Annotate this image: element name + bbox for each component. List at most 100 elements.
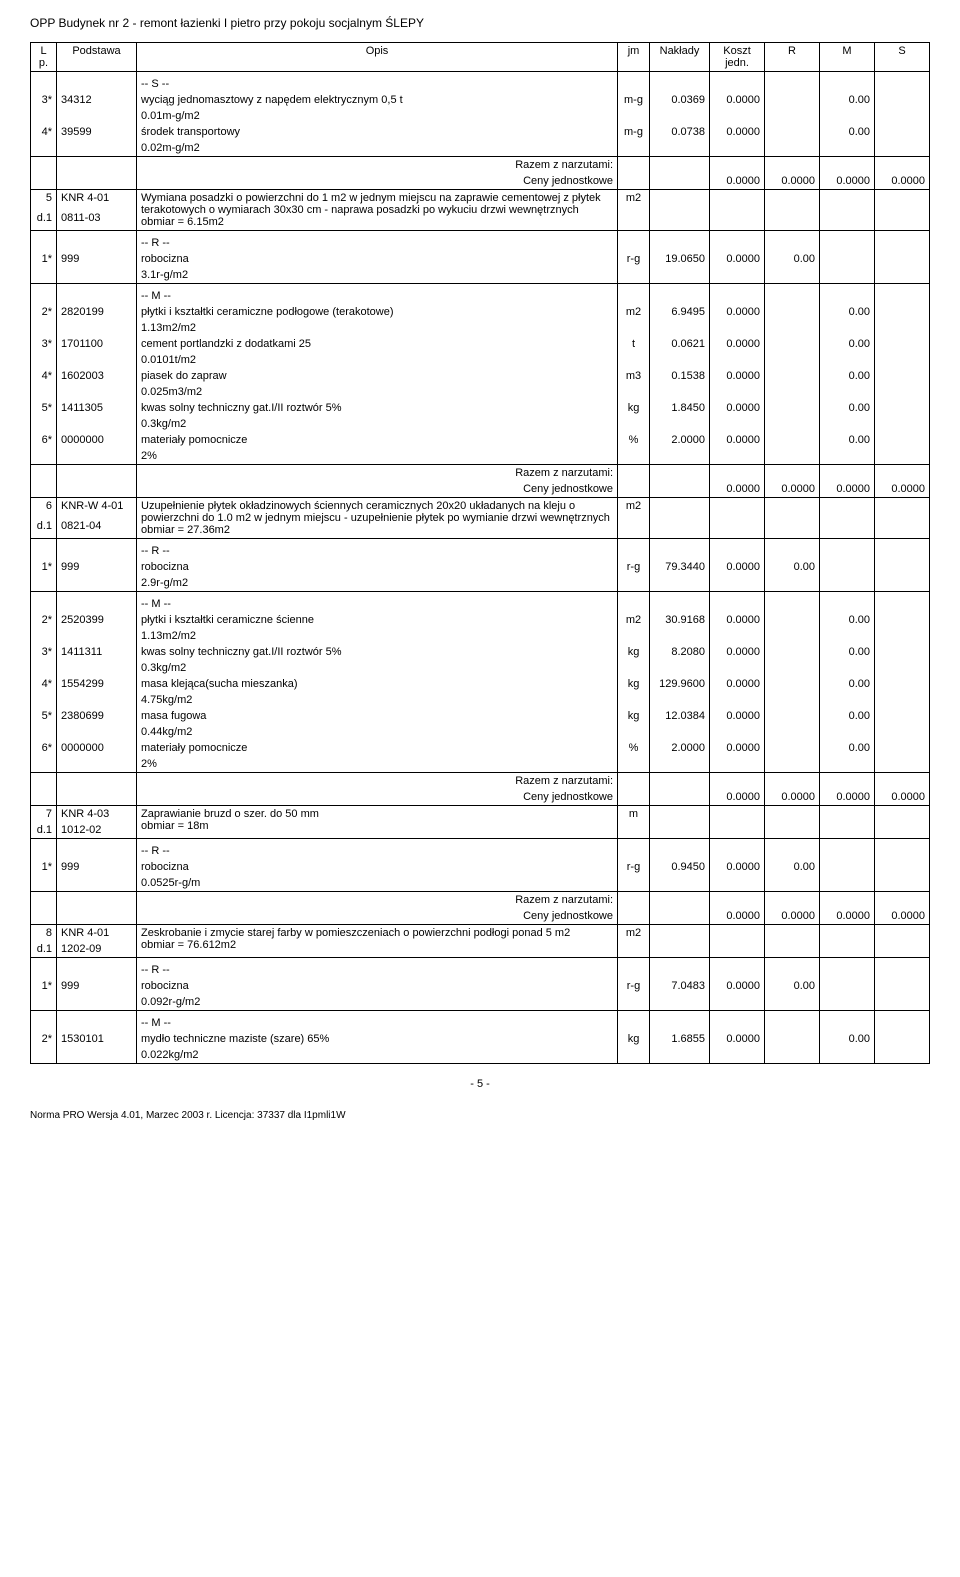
s: 0.0000 [875,789,930,806]
koszt: 0.0000 [710,859,765,875]
jm: % [618,432,650,448]
opis: płytki i kształtki ceramiczne ścienne [137,612,618,628]
knr6-row: 6 KNR-W 4-01 Uzupełnienie płytek okładzi… [31,498,930,519]
section-s-row: -- S -- [31,76,930,92]
koszt: 0.0000 [710,368,765,384]
pod1: KNR 4-03 [57,806,137,823]
m: 0.00 [820,1031,875,1047]
opis: masa fugowa [137,708,618,724]
row-rob3-note: 0.0525r-g/m [31,875,930,892]
idx: 2* [31,612,57,628]
row-1530101-note: 0.022kg/m2 [31,1047,930,1064]
koszt: 0.0000 [710,432,765,448]
koszt: 0.0000 [710,978,765,994]
pod: 39599 [57,124,137,140]
row-1411305: 5* 1411305 kwas solny techniczny gat.I/I… [31,400,930,416]
opis-text: Uzupełnienie płytek okładzinowych ścienn… [141,500,610,524]
section-r-row: -- R -- [31,962,930,978]
note: 0.025m3/m2 [137,384,618,400]
note: 0.44kg/m2 [137,724,618,740]
m: 0.00 [820,612,875,628]
row-1602003: 4* 1602003 piasek do zapraw m3 0.1538 0.… [31,368,930,384]
col-s: S [875,43,930,72]
koszt: 0.0000 [710,336,765,352]
jm: r-g [618,559,650,575]
obmiar: obmiar = 18m [141,820,209,832]
m: 0.00 [820,336,875,352]
opis: płytki i kształtki ceramiczne podłogowe … [137,304,618,320]
s: 0.0000 [875,908,930,925]
col-opis: Opis [137,43,618,72]
r: 0.0000 [765,908,820,925]
row-34312-note: 0.01m-g/m2 [31,108,930,124]
m: 0.00 [820,740,875,756]
document-title: OPP Budynek nr 2 - remont łazienki I pie… [30,16,930,30]
koszt: 0.0000 [710,481,765,498]
row-2520399: 2* 2520399 płytki i kształtki ceramiczne… [31,612,930,628]
row-1602003-note: 0.025m3/m2 [31,384,930,400]
idx: 7 [31,806,57,823]
note: 0.3kg/m2 [137,416,618,432]
koszt: 0.0000 [710,173,765,190]
cost-estimate-table: L p. Podstawa Opis jm Nakłady Koszt jedn… [30,42,930,1064]
opis: robocizna [137,859,618,875]
m: 0.00 [820,400,875,416]
jm: r-g [618,859,650,875]
idx: 1* [31,559,57,575]
row-rob3: 1* 999 robocizna r-g 0.9450 0.0000 0.00 [31,859,930,875]
opis: piasek do zapraw [137,368,618,384]
idx: 3* [31,92,57,108]
section-m-label: -- M -- [137,288,618,304]
idx: 1* [31,859,57,875]
jm: m2 [618,190,650,211]
nak: 1.6855 [650,1031,710,1047]
m: 0.0000 [820,908,875,925]
knr5-row: 5 KNR 4-01 Wymiana posadzki o powierzchn… [31,190,930,211]
pod: 2820199 [57,304,137,320]
nak: 2.0000 [650,432,710,448]
opis: cement portlandzki z dodatkami 25 [137,336,618,352]
idx: 4* [31,676,57,692]
pod2: 0821-04 [57,518,137,539]
ceny-label: Ceny jednostkowe [137,908,618,925]
m: 0.00 [820,368,875,384]
pod1: KNR 4-01 [57,925,137,942]
jm: kg [618,676,650,692]
jm: m [618,806,650,823]
r: 0.0000 [765,481,820,498]
razem-label: Razem z narzutami: [137,157,618,174]
idx: 6* [31,432,57,448]
section-r-row: -- R -- [31,543,930,559]
koszt: 0.0000 [710,789,765,806]
nak: 7.0483 [650,978,710,994]
razem-label: Razem z narzutami: [137,465,618,482]
row-2820199: 2* 2820199 płytki i kształtki ceramiczne… [31,304,930,320]
nak: 12.0384 [650,708,710,724]
koszt: 0.0000 [710,92,765,108]
row-2520399-note: 1.13m2/m2 [31,628,930,644]
nak: 2.0000 [650,740,710,756]
idx: 3* [31,644,57,660]
pod: 1411305 [57,400,137,416]
jm: m2 [618,612,650,628]
opis: kwas solny techniczny gat.I/II roztwór 5… [137,644,618,660]
pod: 999 [57,859,137,875]
s: 0.0000 [875,173,930,190]
jm: m2 [618,925,650,942]
opis: masa klejąca(sucha mieszanka) [137,676,618,692]
row-1554299-note: 4.75kg/m2 [31,692,930,708]
col-podstawa: Podstawa [57,43,137,72]
m: 0.0000 [820,481,875,498]
m: 0.00 [820,92,875,108]
razem-row-3: Razem z narzutami: [31,773,930,790]
pod: 0000000 [57,740,137,756]
opis: Zeskrobanie i zmycie starej farby w pomi… [137,925,618,958]
row-1554299: 4* 1554299 masa klejąca(sucha mieszanka)… [31,676,930,692]
row-rob1-note: 3.1r-g/m2 [31,267,930,284]
note: 2% [137,756,618,773]
d: d.1 [31,822,57,839]
s: 0.0000 [875,481,930,498]
jm: r-g [618,978,650,994]
nak: 6.9495 [650,304,710,320]
row-rob1: 1* 999 robocizna r-g 19.0650 0.0000 0.00 [31,251,930,267]
